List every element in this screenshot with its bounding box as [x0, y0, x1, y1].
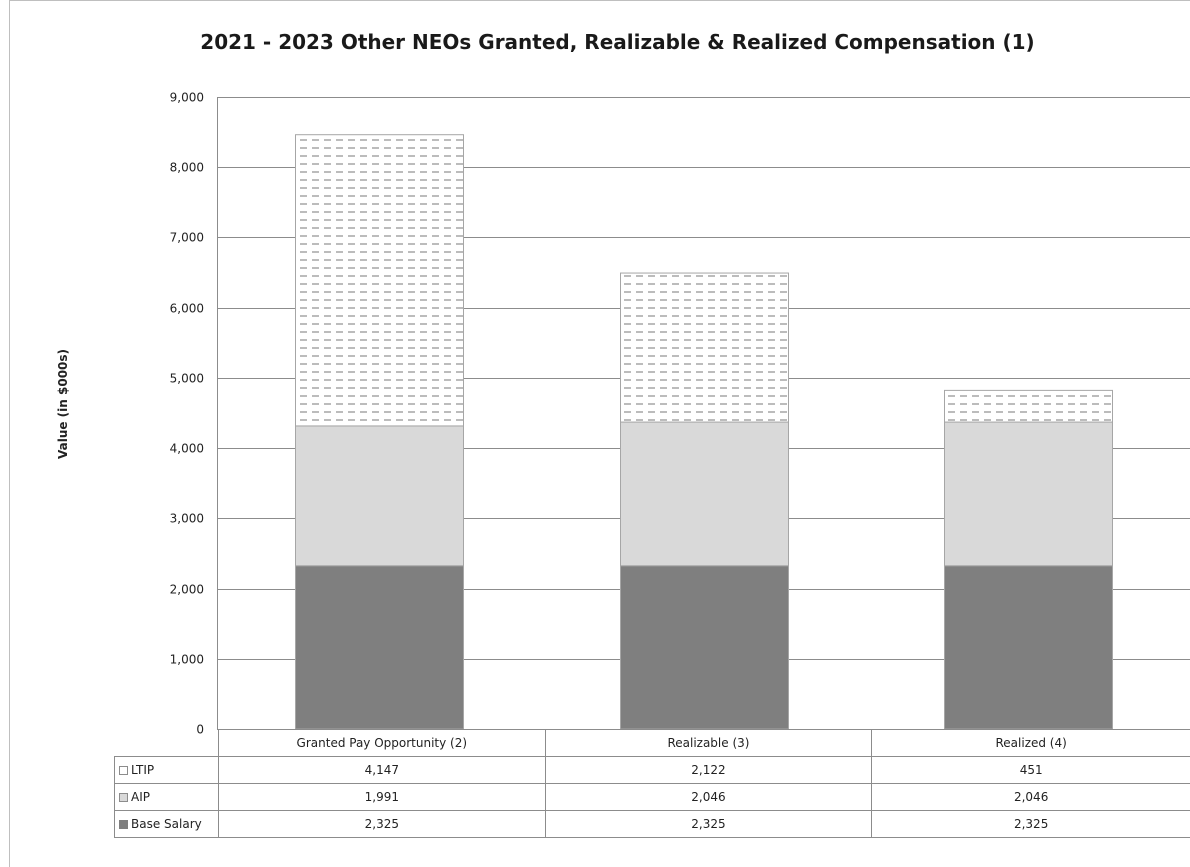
bar-aip	[944, 421, 1113, 567]
y-tick-label: 9,000	[170, 91, 204, 105]
y-tick-label: 6,000	[170, 302, 204, 316]
table-cell: 2,046	[544, 783, 873, 811]
y-tick-label: 1,000	[170, 653, 204, 667]
table-row-aip: AIP 1,991 2,046 2,046	[114, 783, 1190, 811]
legend-label: LTIP	[131, 763, 155, 777]
legend-entry-ltip: LTIP	[114, 756, 219, 784]
data-table: Granted Pay Opportunity (2) Realizable (…	[114, 729, 1190, 838]
chart-title: 2021 - 2023 Other NEOs Granted, Realizab…	[200, 30, 1035, 54]
table-cell: 2,325	[217, 810, 546, 838]
bar-base-salary	[620, 565, 789, 730]
category-label: Realizable (3)	[544, 729, 873, 757]
aip-swatch	[119, 793, 128, 802]
table-cell: 2,046	[871, 783, 1190, 811]
table-corner	[114, 729, 219, 757]
y-tick-label: 8,000	[170, 161, 204, 175]
bar-ltip	[620, 272, 789, 423]
ltip-swatch	[119, 766, 128, 775]
legend-entry-aip: AIP	[114, 783, 219, 811]
table-cell: 2,122	[544, 756, 873, 784]
legend-label: Base Salary	[131, 817, 202, 831]
bar-ltip	[295, 134, 464, 427]
y-tick-label: 7,000	[170, 231, 204, 245]
legend-label: AIP	[131, 790, 150, 804]
base-salary-swatch	[119, 820, 128, 829]
bar-aip	[620, 421, 789, 567]
table-cell: 2,325	[544, 810, 873, 838]
category-label: Granted Pay Opportunity (2)	[217, 729, 546, 757]
y-tick-label: 3,000	[170, 512, 204, 526]
table-cell: 451	[871, 756, 1190, 784]
table-cell: 4,147	[217, 756, 546, 784]
bar-aip	[295, 425, 464, 567]
bar-base-salary	[944, 565, 1113, 730]
category-label: Realized (4)	[871, 729, 1190, 757]
legend-entry-base-salary: Base Salary	[114, 810, 219, 838]
table-cell: 1,991	[217, 783, 546, 811]
y-tick-label: 5,000	[170, 372, 204, 386]
chart-area	[9, 0, 1190, 867]
bar-base-salary	[295, 565, 464, 730]
y-tick-label: 4,000	[170, 442, 204, 456]
bar-ltip	[944, 389, 1113, 423]
y-tick-label: 2,000	[170, 583, 204, 597]
table-row-ltip: LTIP 4,147 2,122 451	[114, 756, 1190, 784]
table-row-base-salary: Base Salary 2,325 2,325 2,325	[114, 810, 1190, 838]
table-cell: 2,325	[871, 810, 1190, 838]
table-header-row: Granted Pay Opportunity (2) Realizable (…	[114, 729, 1190, 757]
